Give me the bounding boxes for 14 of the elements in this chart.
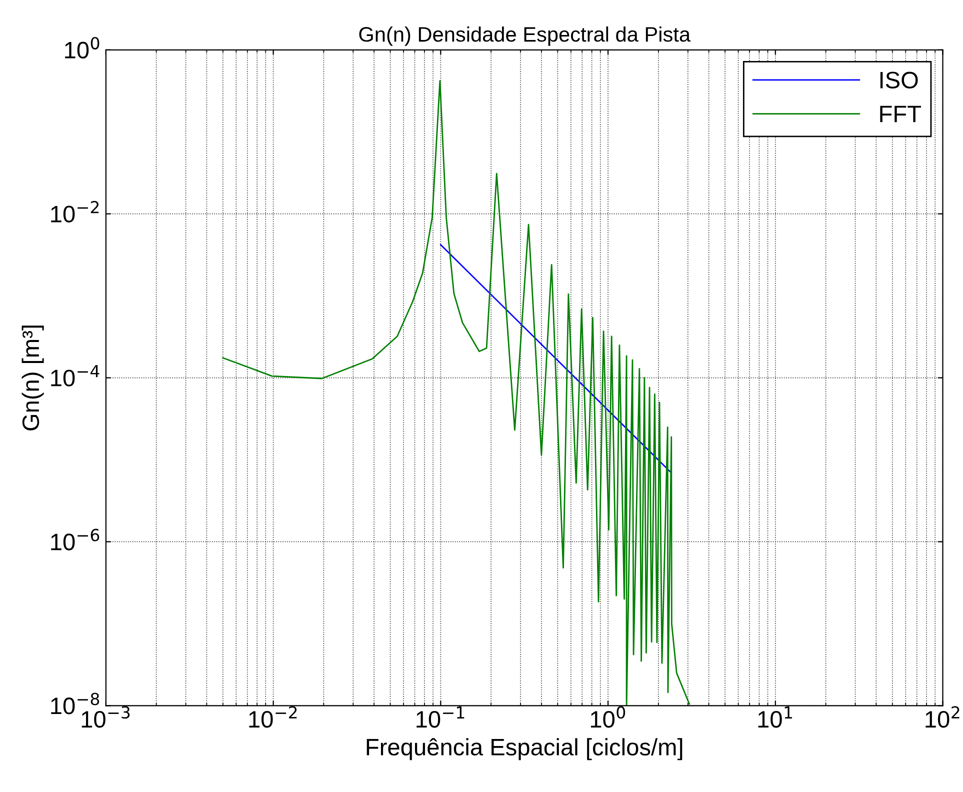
y-tick-label: 10$^{0}$ [65, 36, 100, 59]
chart-title: Gn(n) Densidade Espectral da Pista [359, 26, 691, 46]
legend-label: FFT [880, 106, 921, 122]
x-tick-label: 10$^{0}$ [590, 706, 626, 728]
y-tick-label: 10$^{−6}$ [51, 528, 100, 550]
x-tick-label: 10$^{1}$ [758, 706, 792, 728]
legend-label: ISO [880, 72, 918, 88]
y-tick-label: 10$^{−4}$ [51, 365, 100, 386]
x-tick-label: 10$^{−1}$ [416, 706, 464, 728]
x-axis-title: Frequência Espacial [ciclos/m] [366, 738, 682, 760]
y-axis-title: Gn(n) [m³] [22, 326, 44, 430]
x-tick-label: 10$^{2}$ [926, 706, 960, 728]
x-tick-label: 10$^{−2}$ [249, 706, 297, 728]
y-tick-label: 10$^{−2}$ [51, 200, 99, 222]
